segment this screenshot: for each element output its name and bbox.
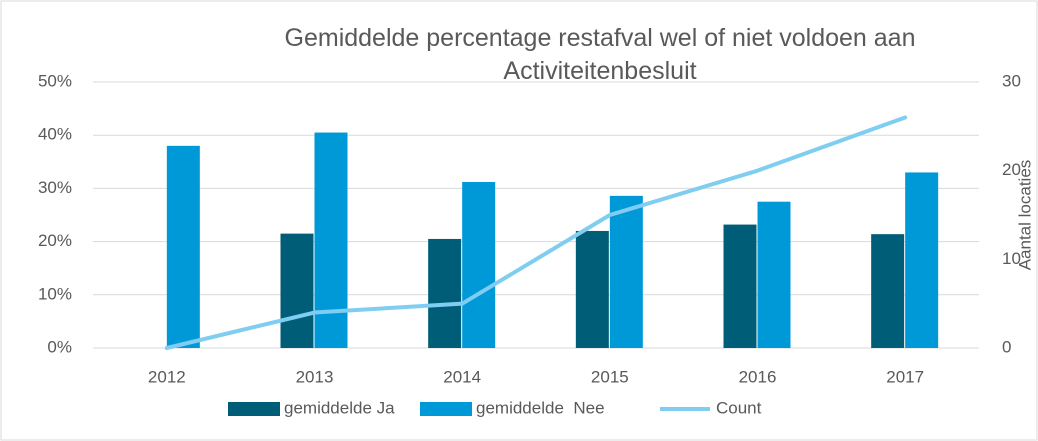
y-tick-label: 40%	[38, 125, 72, 144]
y-tick-label: 30%	[38, 178, 72, 197]
legend-label: gemiddelde Nee	[476, 398, 605, 417]
legend-swatch	[228, 402, 280, 416]
chart-title: Gemiddelde percentage restafval wel of n…	[284, 24, 916, 85]
x-tick-label: 2017	[886, 367, 924, 386]
x-tick-label: 2014	[443, 367, 481, 386]
bar	[905, 172, 939, 348]
y2-tick-label: 0	[1002, 337, 1011, 356]
y2-tick-label: 10	[1002, 249, 1021, 268]
bar	[280, 233, 314, 348]
bar	[314, 132, 348, 348]
bar	[609, 195, 643, 348]
bar	[575, 230, 609, 348]
bar	[871, 234, 905, 348]
y-tick-label: 10%	[38, 284, 72, 303]
x-tick-label: 2015	[591, 367, 629, 386]
y2-tick-label: 30	[1002, 71, 1021, 90]
legend-swatch	[420, 402, 472, 416]
bar	[723, 224, 757, 348]
x-tick-label: 2012	[148, 367, 186, 386]
line-series	[164, 115, 908, 350]
y-tick-label: 20%	[38, 231, 72, 250]
y2-tick-label: 20	[1002, 160, 1021, 179]
legend-label: Count	[716, 398, 762, 417]
bar	[428, 238, 462, 348]
legend-label: gemiddelde Ja	[284, 398, 395, 417]
bar	[166, 145, 200, 348]
bar	[462, 182, 496, 348]
x-tick-label: 2016	[739, 367, 777, 386]
y-tick-label: 50%	[38, 71, 72, 90]
y2-axis-title: Aantal locaties	[1015, 160, 1034, 271]
y-tick-label: 0%	[47, 337, 72, 356]
x-tick-label: 2013	[296, 367, 334, 386]
bar	[757, 201, 791, 348]
